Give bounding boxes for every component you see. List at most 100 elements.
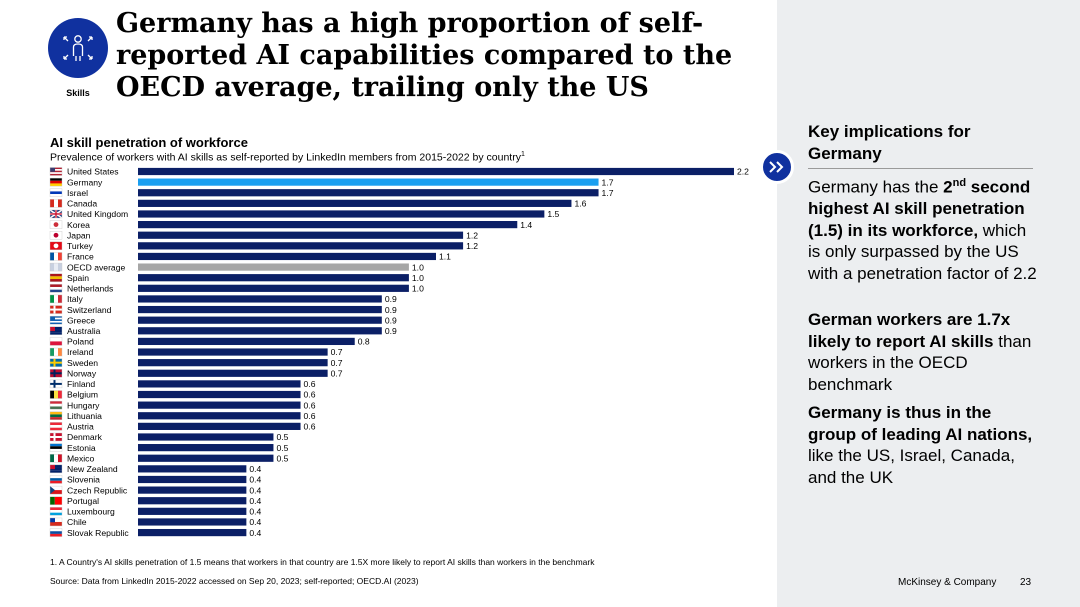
value-label: 0.4 <box>249 507 261 517</box>
flag-icon <box>49 241 63 251</box>
bar <box>138 316 382 324</box>
value-label: 0.5 <box>276 443 288 453</box>
value-label: 0.8 <box>358 337 370 347</box>
flag-icon <box>49 262 63 272</box>
implication-point-3: Germany is thus in the group of leading … <box>808 402 1038 488</box>
category-label: Israel <box>67 188 88 198</box>
flag-icon <box>49 379 63 389</box>
point3-text: like the US, Israel, Canada, and the UK <box>808 446 1015 487</box>
chart-title: AI skill penetration of workforce <box>50 135 248 150</box>
point2-highlight: German workers are 1.7x likely to report… <box>808 310 1011 351</box>
category-label: Hungary <box>67 400 100 410</box>
value-label: 0.9 <box>385 305 397 315</box>
source-note: Source: Data from LinkedIn 2015-2022 acc… <box>50 576 419 586</box>
bar <box>138 454 274 462</box>
bar <box>138 518 247 526</box>
flag-icon <box>49 177 63 187</box>
implications-title: Key implications for Germany <box>808 121 1033 169</box>
value-label: 2.2 <box>737 167 749 177</box>
value-label: 0.6 <box>304 422 316 432</box>
bar <box>138 210 545 218</box>
bar <box>138 401 301 409</box>
bar <box>138 242 464 250</box>
bar-chart: United States 2.2 Germany 1.7 Israel 1.7 Canad… <box>49 167 749 538</box>
bar <box>138 497 247 505</box>
category-label: Estonia <box>67 443 96 453</box>
bar <box>138 167 734 176</box>
category-label: Slovak Republic <box>67 528 129 538</box>
flag-icon <box>49 273 63 282</box>
bar <box>138 221 518 229</box>
value-label: 0.6 <box>304 379 316 389</box>
value-label: 0.4 <box>249 496 261 506</box>
chevron-right-icon <box>760 150 794 184</box>
category-label: Australia <box>67 326 101 336</box>
bar <box>138 263 409 271</box>
value-label: 0.6 <box>304 400 316 410</box>
chart-subtitle-footnote-marker: 1 <box>520 151 525 158</box>
flag-icon <box>49 454 63 463</box>
flag-icon <box>49 209 63 219</box>
page-number: 23 <box>1020 577 1032 588</box>
category-label: Finland <box>67 379 95 389</box>
value-label: 0.7 <box>331 358 343 368</box>
value-label: 0.9 <box>385 315 397 325</box>
flag-icon <box>49 432 63 442</box>
chart-subtitle: Prevalence of workers with AI skills as … <box>50 151 525 164</box>
value-label: 1.2 <box>466 230 478 240</box>
point1-highlight: second highest AI skill penetration (1.5… <box>808 177 1031 240</box>
implication-point-1: Germany has the 2nd second highest AI sk… <box>808 173 1038 284</box>
category-label: Czech Republic <box>67 485 128 495</box>
flag-icon <box>49 337 63 346</box>
category-label: Denmark <box>67 432 103 442</box>
flag-icon <box>49 326 63 335</box>
category-label: Poland <box>67 337 94 347</box>
value-label: 0.9 <box>385 294 397 304</box>
flag-icon <box>49 167 63 176</box>
badge-label: Skills <box>66 88 90 98</box>
flag-icon <box>49 294 63 304</box>
bar <box>138 380 301 388</box>
category-label: Germany <box>67 177 103 187</box>
flag-icon <box>49 485 63 495</box>
value-label: 1.4 <box>520 220 532 230</box>
flag-icon <box>49 411 63 420</box>
bar <box>138 231 464 239</box>
point1-text-a: Germany has the <box>808 177 944 197</box>
footnote: 1. A Country's AI skills penetration of … <box>50 557 595 567</box>
bar <box>138 422 301 430</box>
category-label: Chile <box>67 517 87 527</box>
flag-icon <box>49 517 63 527</box>
flag-icon <box>49 188 63 197</box>
brand-name: McKinsey & Company <box>898 577 997 588</box>
category-label: Belgium <box>67 390 98 400</box>
bar <box>138 189 599 197</box>
category-label: Canada <box>67 199 97 209</box>
bar <box>138 369 328 377</box>
value-label: 0.6 <box>304 411 316 421</box>
category-label: Switzerland <box>67 305 112 315</box>
chart-subtitle-text: Prevalence of workers with AI skills as … <box>50 151 521 164</box>
category-label: United States <box>67 167 119 177</box>
value-label: 0.4 <box>249 485 261 495</box>
bar <box>138 199 572 207</box>
flag-icon <box>49 220 63 229</box>
category-label: Austria <box>67 422 94 432</box>
point3-highlight: Germany is thus in the group of leading … <box>808 403 1033 444</box>
bar <box>138 475 247 484</box>
value-label: 0.9 <box>385 326 397 336</box>
flag-icon <box>49 369 63 378</box>
flag-icon <box>49 252 63 261</box>
value-label: 1.0 <box>412 273 424 283</box>
category-label: Greece <box>67 315 95 325</box>
bar <box>138 284 409 292</box>
category-label: OECD average <box>67 262 125 272</box>
bar <box>138 327 382 335</box>
value-label: 0.4 <box>249 464 261 474</box>
bar <box>138 465 247 473</box>
flag-icon <box>49 284 63 293</box>
page-title: Germany has a high proportion of self-re… <box>116 8 733 103</box>
value-label: 0.6 <box>304 390 316 400</box>
point2-text: than workers in the OECD benchmark <box>808 331 1032 394</box>
category-label: Mexico <box>67 453 94 463</box>
